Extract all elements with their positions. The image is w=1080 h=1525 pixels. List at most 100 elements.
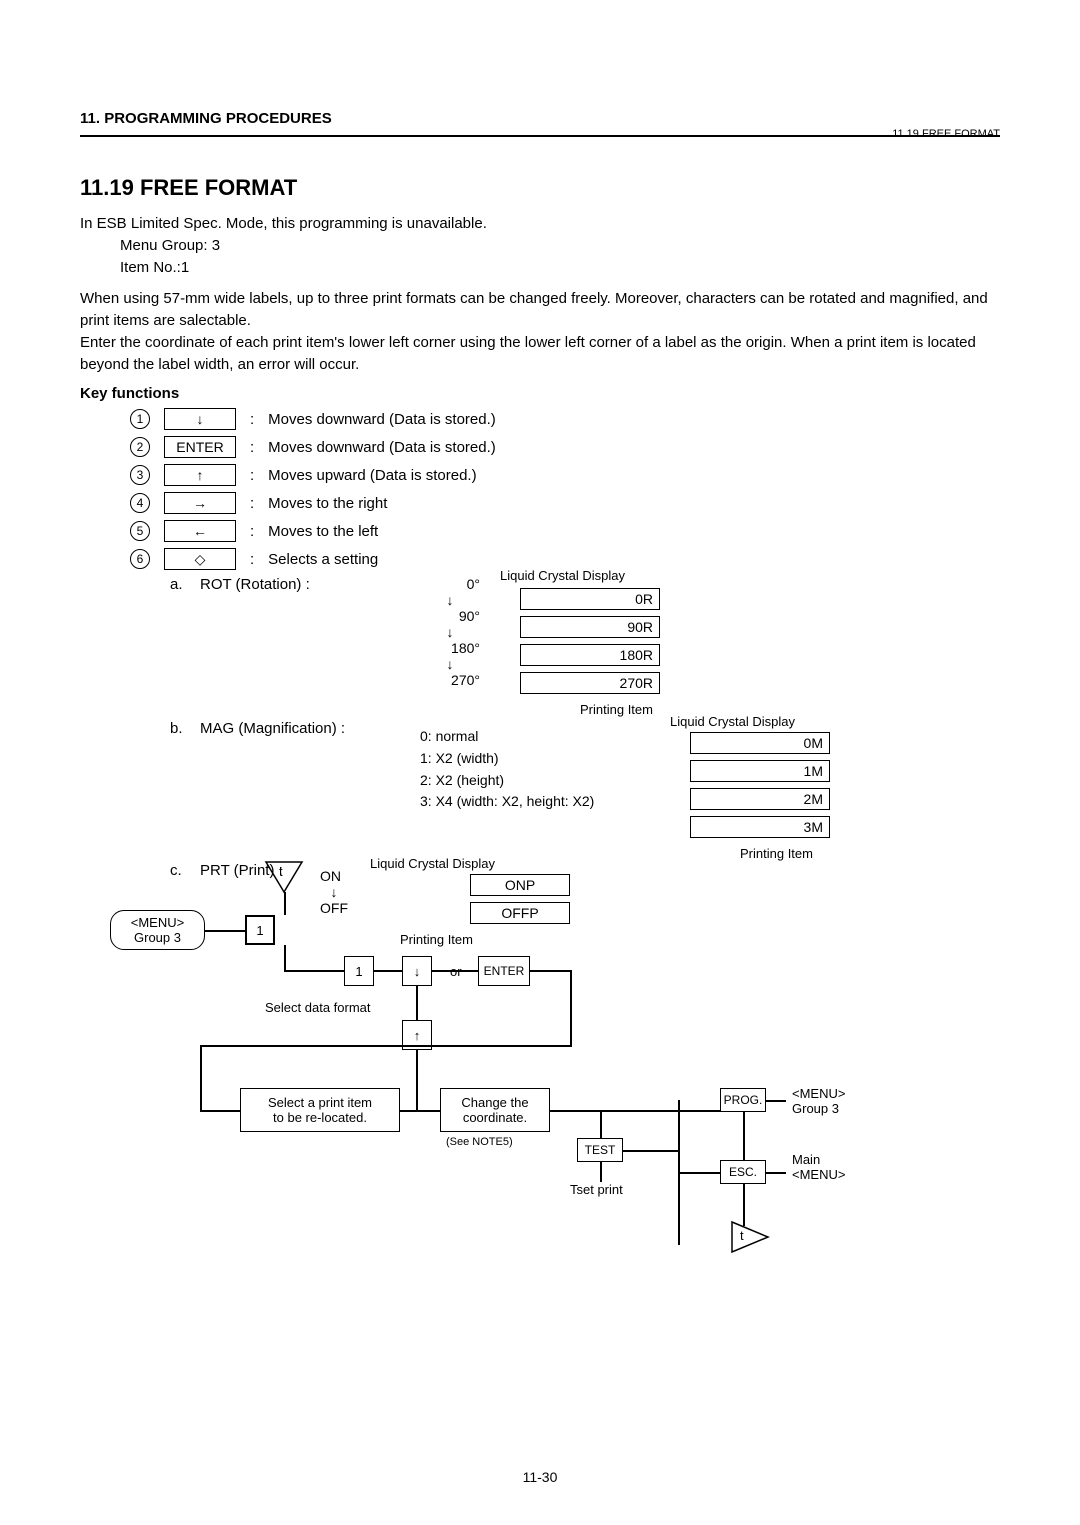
down-arrow-icon: ↓ [420, 656, 480, 672]
lcd-value: 1M [690, 760, 830, 782]
sub-letter: a. [170, 576, 200, 593]
key-symbol: ENTER [164, 436, 236, 458]
rot-deg: 180° [420, 640, 480, 656]
lcd-value: 2M [690, 788, 830, 810]
lcd-value: 180R [520, 644, 660, 666]
header-rule [80, 135, 1000, 137]
connector [623, 1150, 678, 1152]
lcd-value: 270R [520, 672, 660, 694]
colon: : [250, 411, 254, 428]
lcd-value: 0M [690, 732, 830, 754]
test-print-label: Tset print [570, 1182, 623, 1197]
intro-line1: In ESB Limited Spec. Mode, this programm… [80, 213, 1000, 235]
select-print-item-box: Select a print item to be re-located. [240, 1088, 400, 1132]
rot-deg: 0° [420, 576, 480, 592]
connector [766, 1100, 786, 1102]
rot-deg: 270° [420, 672, 480, 688]
connector [600, 1110, 720, 1112]
flow-diagram: t <MENU> Group 3 1 1 ↓ or ENTER Select d… [80, 870, 1000, 1370]
connector [200, 1045, 572, 1047]
connector [743, 1184, 745, 1226]
intro-line2: Menu Group: 3 [80, 235, 1000, 257]
key-index: 2 [130, 437, 150, 457]
intro-line3: Item No.:1 [80, 257, 1000, 279]
key-row: 6 ◇ : Selects a setting [80, 548, 1000, 570]
page-number: 11-30 [0, 1469, 1080, 1485]
enter-key: ENTER [478, 956, 530, 986]
note-label: (See NOTE5) [446, 1136, 513, 1148]
intro-para1: When using 57-mm wide labels, up to thre… [80, 288, 1000, 332]
connector [200, 1110, 240, 1112]
lcd-value: 0R [520, 588, 660, 610]
connector [205, 930, 245, 932]
connector [416, 986, 418, 1020]
colon: : [250, 467, 254, 484]
key-row: 5 ← : Moves to the left [80, 520, 1000, 542]
step-one: 1 [245, 915, 275, 945]
sub-label: MAG (Magnification) : [200, 720, 360, 737]
test-key: TEST [577, 1138, 623, 1162]
down-key-icon: ↓ [402, 956, 432, 986]
connector [416, 1050, 418, 1110]
rot-deg: 90° [420, 608, 480, 624]
select-format-label: Select data format [265, 1000, 371, 1015]
key-symbol: ← [164, 520, 236, 542]
lcd-value: 90R [520, 616, 660, 638]
lcd-title: Liquid Crystal Display [370, 856, 495, 871]
page-title: 11.19 FREE FORMAT [80, 175, 1000, 201]
colon: : [250, 495, 254, 512]
key-index: 6 [130, 549, 150, 569]
colon: : [250, 439, 254, 456]
sub-label: ROT (Rotation) : [200, 576, 360, 593]
sub-letter: b. [170, 720, 200, 737]
step-one: 1 [344, 956, 374, 986]
key-desc: Moves to the right [268, 495, 387, 512]
connector [374, 970, 402, 972]
key-index: 5 [130, 521, 150, 541]
section-header: 11. PROGRAMMING PROCEDURES [80, 110, 1000, 127]
t-label: t [279, 864, 283, 879]
connector [743, 1112, 745, 1160]
change-coordinate-box: Change the coordinate. [440, 1088, 550, 1132]
key-row: 1 ↓ : Moves downward (Data is stored.) [80, 408, 1000, 430]
t-triangle-icon [730, 1220, 770, 1254]
key-desc: Selects a setting [268, 551, 378, 568]
connector [766, 1172, 786, 1174]
key-index: 3 [130, 465, 150, 485]
connector [570, 970, 572, 1045]
lcd-value: 3M [690, 816, 830, 838]
connector [600, 1110, 602, 1140]
t-label: t [740, 1228, 744, 1243]
key-row: 4 → : Moves to the right [80, 492, 1000, 514]
printing-item-label: Printing Item [580, 702, 653, 717]
connector [530, 970, 570, 972]
key-symbol: → [164, 492, 236, 514]
connector [400, 1110, 440, 1112]
down-arrow-icon: ↓ [420, 624, 480, 640]
key-symbol: ↓ [164, 408, 236, 430]
mag-opt: 2: X2 (height) [420, 770, 594, 792]
intro-para2: Enter the coordinate of each print item'… [80, 332, 1000, 376]
mag-opt: 0: normal [420, 726, 594, 748]
esc-key: ESC. [720, 1160, 766, 1184]
connector [200, 1045, 202, 1110]
menu-group-box: <MENU> Group 3 [110, 910, 205, 950]
down-arrow-icon: ↓ [420, 592, 480, 608]
key-desc: Moves to the left [268, 523, 378, 540]
connector [678, 1172, 720, 1174]
key-index: 1 [130, 409, 150, 429]
printing-item-label: Printing Item [740, 846, 813, 861]
key-functions: 1 ↓ : Moves downward (Data is stored.) 2… [80, 408, 1000, 570]
key-symbol: ↑ [164, 464, 236, 486]
menu-group-label: <MENU> Group 3 [792, 1086, 845, 1116]
connector [284, 970, 344, 972]
colon: : [250, 551, 254, 568]
main-menu-label: Main <MENU> [792, 1152, 845, 1182]
key-desc: Moves downward (Data is stored.) [268, 439, 496, 456]
connector [550, 1110, 600, 1112]
connector [284, 945, 286, 970]
key-symbol: ◇ [164, 548, 236, 570]
colon: : [250, 523, 254, 540]
key-desc: Moves downward (Data is stored.) [268, 411, 496, 428]
t-triangle-icon [264, 860, 304, 894]
